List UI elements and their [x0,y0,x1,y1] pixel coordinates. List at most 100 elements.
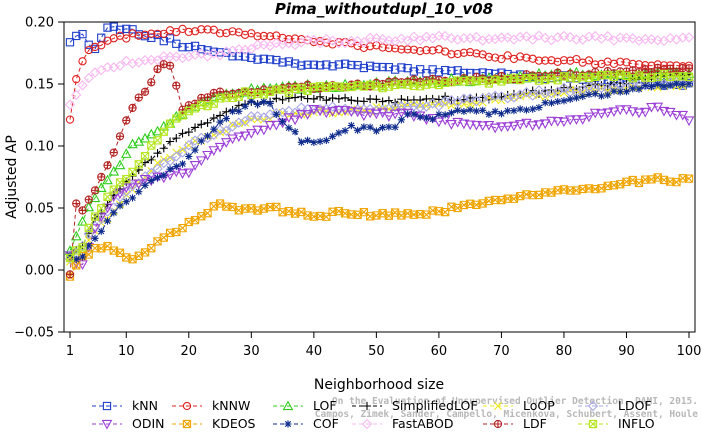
data-point [541,99,549,107]
data-point [164,155,176,167]
data-point [379,124,387,132]
data-point [146,54,157,66]
data-point [378,62,387,72]
data-point [384,96,393,105]
data-point [283,38,295,49]
data-point [622,88,631,96]
data-point [159,144,168,153]
data-point [554,97,562,106]
data-point [383,35,395,46]
data-point [147,177,155,185]
series-fastabod [64,30,695,110]
data-point [171,51,182,62]
data-point [327,35,338,46]
data-point [684,72,694,82]
data-point [458,119,470,130]
data-point [491,107,499,115]
data-point [616,57,625,66]
data-point [397,63,406,72]
y-tick-label: 0.10 [25,140,54,155]
series-line [69,72,690,260]
data-point [359,97,368,106]
data-point [591,90,599,98]
data-point [110,209,118,217]
data-point [172,162,180,171]
data-point [222,114,230,123]
data-point [210,125,218,133]
legend-label: KDEOS [212,416,256,431]
legend-item-knn: kNN [92,398,158,413]
data-point [277,107,288,118]
legend-marker [284,420,292,428]
data-point [665,32,676,44]
data-point [189,161,201,171]
data-point [540,32,551,44]
data-point [216,118,224,126]
data-point [222,28,231,38]
data-point [633,35,645,46]
data-point [577,115,589,125]
x-axis: 1 10 20 30 40 50 60 70 80 90 100 [66,332,701,359]
data-point [165,34,175,43]
data-point [666,81,674,89]
data-point [635,85,643,93]
data-point [120,183,132,194]
data-point [278,58,287,67]
data-point [516,105,524,113]
data-point [153,136,162,145]
data-point [404,110,412,118]
legend-label: INFLO [618,416,655,431]
data-point [228,107,237,115]
data-point [364,103,376,115]
data-point [78,29,87,39]
data-point [122,24,131,34]
data-point [308,104,320,115]
data-point [627,107,639,117]
data-point [209,25,218,34]
legend-label: ODIN [132,416,165,431]
data-point [597,92,606,100]
data-point [321,33,332,45]
data-point [508,121,520,132]
data-point [78,206,87,215]
data-point [527,90,538,101]
data-point [347,60,356,70]
data-point [559,56,569,65]
data-point [510,107,518,115]
data-point [310,138,318,147]
series-odin [64,102,695,271]
data-point [684,174,694,183]
data-point [677,110,689,121]
data-point [308,34,320,46]
data-point [272,55,281,65]
data-point [297,92,306,101]
data-point [184,27,193,37]
data-point [621,32,632,43]
legend: kNN kNNW LOF SimplifiedLOF LoOP LDOF ODIN KDEOS… [92,398,655,431]
data-point [166,165,174,173]
data-point [172,134,181,143]
data-point [127,179,138,190]
data-point [197,25,206,34]
data-point [290,34,300,43]
data-point [290,93,300,102]
data-point [203,209,212,218]
data-point [89,192,101,203]
data-point [415,46,425,56]
data-point [153,149,162,158]
data-point [215,29,225,38]
data-point [535,103,543,112]
legend-label: COF [313,416,339,431]
data-point [215,111,225,120]
x-tick-label: 90 [618,344,635,359]
series-line [69,80,690,260]
legend-item-fastabod: FastABOD [352,416,454,431]
data-point [583,112,595,123]
series-kdeos [65,173,694,281]
data-point [503,51,512,60]
data-point [278,118,287,126]
data-point [233,132,245,143]
data-point [190,123,200,132]
data-point [140,151,150,161]
data-point [364,108,376,119]
